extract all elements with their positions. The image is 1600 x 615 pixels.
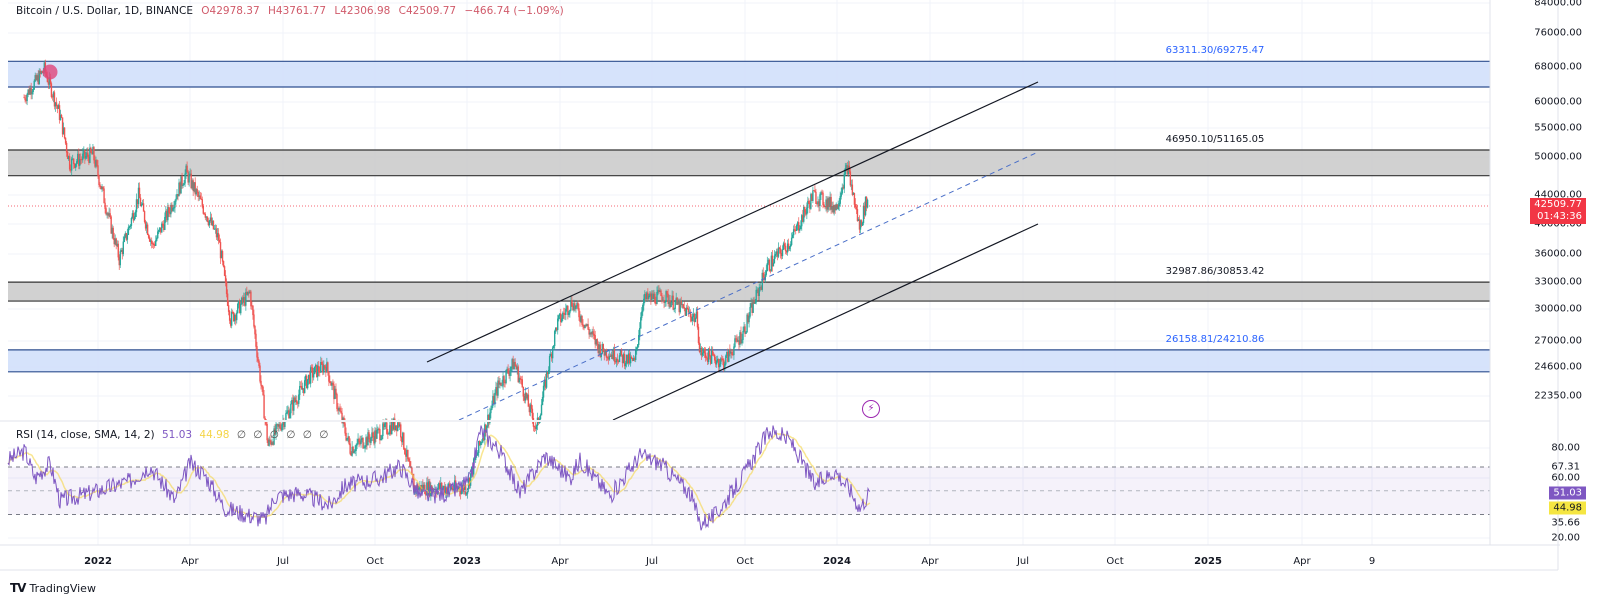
rsi-sma-value: 44.98 [199, 429, 230, 441]
time-axis-label: 2023 [453, 556, 481, 567]
price-axis-label: 40000.00 [1534, 218, 1582, 230]
time-axis-label: Apr [1293, 556, 1311, 567]
lightning-icon[interactable]: ⚡ [862, 400, 880, 418]
candles [23, 59, 869, 501]
price-axis-label: 30000.00 [1534, 303, 1582, 315]
ohlc-close: C42509.77 [398, 5, 457, 17]
rsi-axis-label: 60.00 [1551, 472, 1580, 484]
price-axis-label: 22350.00 [1534, 390, 1582, 402]
time-axis-label: Apr [921, 556, 939, 567]
time-axis-label: Oct [366, 556, 384, 567]
channel-mid [458, 151, 1039, 421]
rsi-title: RSI (14, close, SMA, 14, 2) [16, 429, 155, 441]
time-axis-label: Apr [181, 556, 199, 567]
ath-marker [42, 64, 58, 80]
price-axis-label: 50000.00 [1534, 151, 1582, 163]
price-axis-label: 36000.00 [1534, 248, 1582, 260]
price-axis-label: 44000.00 [1534, 189, 1582, 201]
time-axis-label: Jul [276, 556, 290, 567]
zone-price-label: 46950.10/51165.05 [1165, 133, 1265, 145]
time-axis-label: Jul [1016, 556, 1030, 567]
price-axis-label: 76000.00 [1534, 27, 1582, 39]
rsi-axis-label: 35.66 [1551, 517, 1580, 529]
ohlc-open: O42978.37 [201, 5, 260, 17]
price-axis-label: 55000.00 [1534, 122, 1582, 134]
price-axis-label: 60000.00 [1534, 96, 1582, 108]
ohlc-high: H43761.77 [268, 5, 327, 17]
rsi-axis-label: 20.00 [1551, 532, 1580, 544]
zones [8, 60, 1490, 373]
rsi-empty-values: ∅ ∅ ∅ ∅ ∅ ∅ [236, 429, 331, 441]
price-axis-label: 84000.00 [1534, 0, 1582, 9]
tradingview-mark-icon: TV [10, 581, 27, 595]
zone-price-label: 26158.81/24210.86 [1165, 333, 1265, 345]
channel-lower [612, 223, 1039, 421]
rsi-legend: RSI (14, close, SMA, 14, 2) 51.03 44.98 … [16, 429, 330, 441]
time-axis-label: Oct [736, 556, 754, 567]
last-price-tag: 42509.77 01:43:36 [1530, 198, 1586, 224]
rsi-value: 51.03 [162, 429, 193, 441]
time-axis-label: 2025 [1194, 556, 1222, 567]
time-axis-label: 2022 [84, 556, 112, 567]
rsi-value-tag: 51.03 [1549, 486, 1586, 500]
ohlc-low: L42306.98 [334, 5, 391, 17]
time-axis-label: Oct [1106, 556, 1124, 567]
rsi-axis-label: 80.00 [1551, 442, 1580, 454]
time-axis-label: 9 [1368, 556, 1376, 567]
ohlc-change: −466.74 (−1.09%) [464, 5, 564, 17]
time-axis-label: Apr [551, 556, 569, 567]
channel-upper [426, 81, 1039, 363]
time-axis-label: 2024 [823, 556, 851, 567]
symbol-title: Bitcoin / U.S. Dollar, 1D, BINANCE [16, 5, 193, 17]
bar-countdown: 01:43:36 [1537, 211, 1582, 222]
zone-price-label: 32987.86/30853.42 [1165, 266, 1265, 278]
symbol-legend: Bitcoin / U.S. Dollar, 1D, BINANCE O4297… [16, 5, 564, 17]
last-price-value: 42509.77 [1534, 199, 1582, 210]
zone-price-label: 63311.30/69275.47 [1165, 45, 1265, 57]
price-axis-label: 27000.00 [1534, 335, 1582, 347]
price-axis-label: 33000.00 [1534, 276, 1582, 288]
tradingview-brand: TradingView [29, 581, 96, 595]
tradingview-logo[interactable]: TV TradingView [10, 581, 96, 595]
price-axis-label: 24600.00 [1534, 361, 1582, 373]
rsi-pane [7, 425, 1490, 531]
rsi-axis-label: 67.31 [1551, 461, 1580, 473]
rsi-sma-tag: 44.98 [1549, 501, 1586, 515]
time-axis-label: Jul [645, 556, 659, 567]
price-axis-label: 68000.00 [1534, 61, 1582, 73]
